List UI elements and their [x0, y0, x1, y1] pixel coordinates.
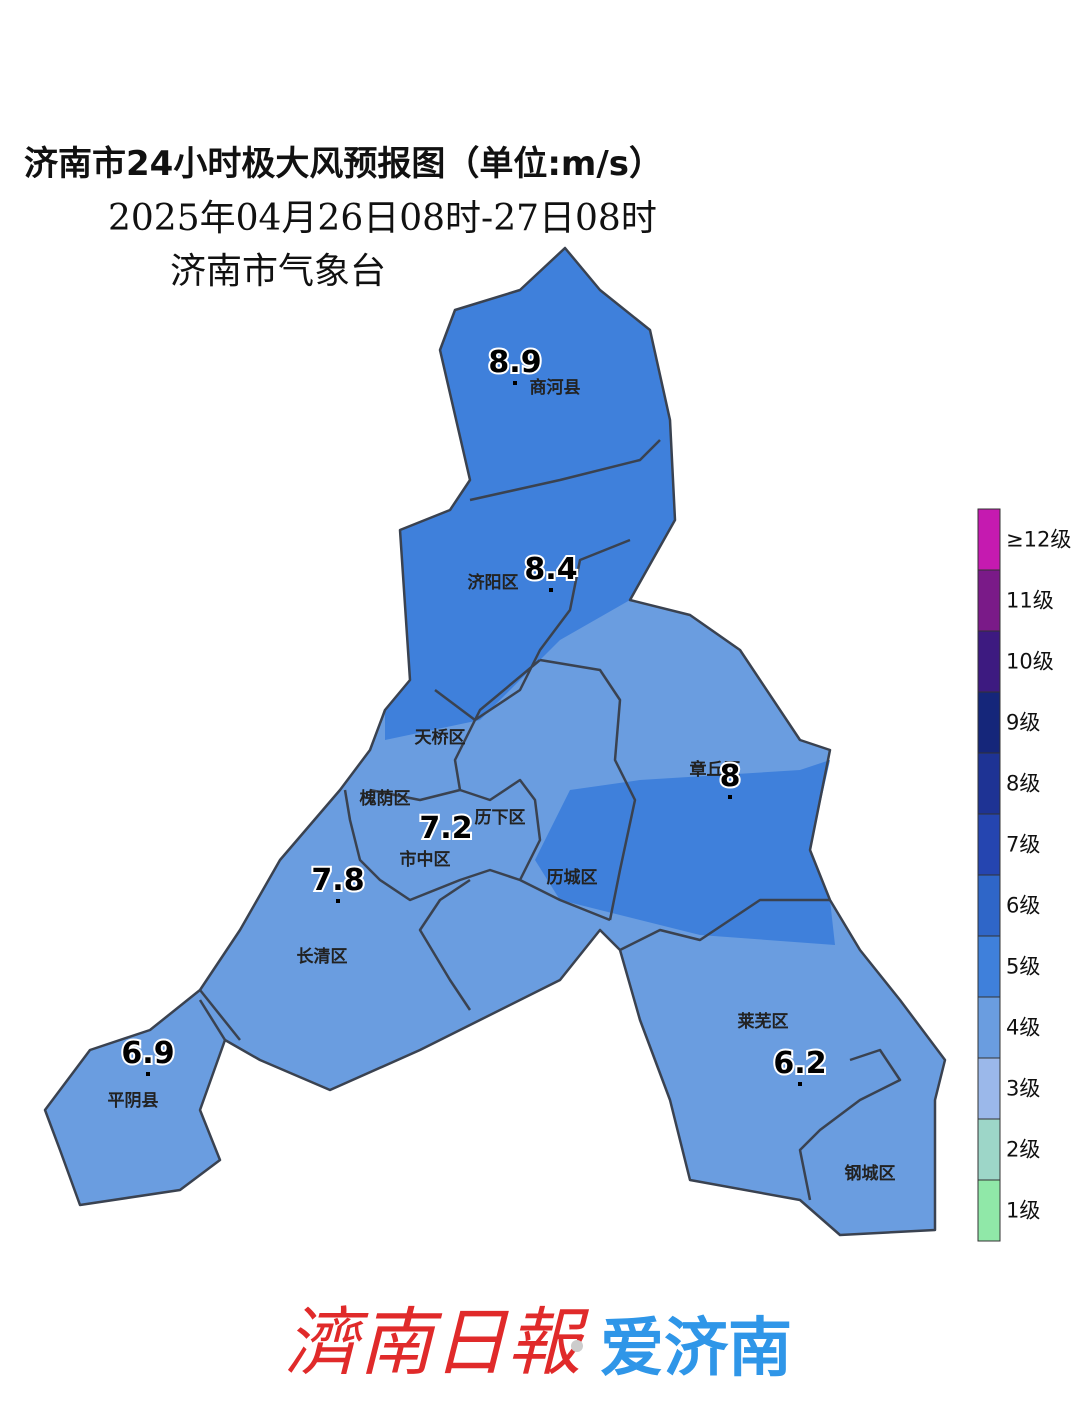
station-value: 8.4 [524, 552, 577, 587]
district-label: 章丘区 [690, 759, 741, 780]
issuer: 济南市气象台 [170, 251, 386, 292]
legend-label: 8级 [1006, 772, 1040, 796]
legend-swatch [977, 1057, 1001, 1120]
district-label: 长清区 [297, 946, 348, 967]
station-value: 8.9 [488, 345, 541, 380]
brand-logo: 濟南日報 [285, 1300, 590, 1386]
legend-swatch [977, 813, 1001, 876]
legend-swatch [977, 630, 1001, 693]
district-label: 历下区 [475, 808, 526, 828]
legend-swatch [977, 508, 1001, 571]
station-dot [336, 899, 340, 903]
legend-label: 5级 [1006, 955, 1040, 979]
station-dot [549, 588, 553, 592]
station-dot [146, 1072, 150, 1076]
station-value: 6.2 [773, 1046, 826, 1081]
legend-label: 4级 [1006, 1016, 1040, 1040]
station-value: 6.9 [121, 1036, 174, 1071]
legend-swatch [977, 569, 1001, 632]
legend-label: 11级 [1006, 589, 1054, 613]
legend: ≥12级 11级 10级 9级 8级 7级 6级 5级 4级 3级 2级 1级 [977, 508, 1071, 1242]
legend-label: 2级 [1006, 1138, 1040, 1162]
district-label: 槐荫区 [359, 788, 411, 809]
legend-swatch [977, 752, 1001, 815]
district-label: 济阳区 [468, 572, 519, 593]
legend-swatch [977, 1118, 1001, 1181]
station-dot [798, 1082, 802, 1086]
district-label: 历城区 [547, 868, 598, 888]
district-label: 商河县 [530, 377, 581, 398]
district-label: 平阴县 [108, 1091, 159, 1111]
station-value: 8 [720, 759, 741, 794]
district-label: 钢城区 [845, 1163, 896, 1184]
region-4 [45, 248, 945, 1235]
legend-label: 3级 [1006, 1077, 1040, 1101]
legend-swatch [977, 935, 1001, 998]
legend-swatch [977, 1179, 1001, 1242]
outline [43, 246, 947, 1237]
district-labels: 商河县 济阳区 天桥区 槐荫区 历下区 市中区 历城区 章丘区 长清区 平阴县 … [108, 377, 896, 1184]
separator-dot [571, 1340, 583, 1352]
title: 济南市24小时极大风预报图（单位:m/s） [24, 144, 663, 184]
station-dot [513, 381, 517, 385]
region-5 [385, 248, 675, 740]
stations: 8.9 8.4 8 7.2 7.8 6.9 6.2 [119, 343, 829, 1086]
legend-label: 7级 [1006, 833, 1040, 857]
district-label: 天桥区 [415, 728, 466, 748]
app-logo: 爱济南 [600, 1312, 792, 1386]
legend-swatch [977, 996, 1001, 1059]
district-border [198, 439, 902, 1201]
map [43, 246, 947, 1237]
legend-label: ≥12级 [1006, 528, 1071, 552]
legend-label: 6级 [1006, 894, 1040, 918]
legend-label: 1级 [1006, 1199, 1040, 1223]
station-dot [728, 795, 732, 799]
subtitle: 2025年04月26日08时-27日08时 [108, 198, 657, 239]
legend-label: 10级 [1006, 650, 1054, 674]
station-value: 7.8 [311, 863, 364, 898]
district-label: 市中区 [400, 849, 451, 870]
legend-label: 9级 [1006, 711, 1040, 735]
legend-swatch [977, 691, 1001, 754]
legend-swatch [977, 874, 1001, 937]
district-label: 莱芜区 [738, 1011, 789, 1032]
station-value: 7.2 [419, 811, 472, 846]
